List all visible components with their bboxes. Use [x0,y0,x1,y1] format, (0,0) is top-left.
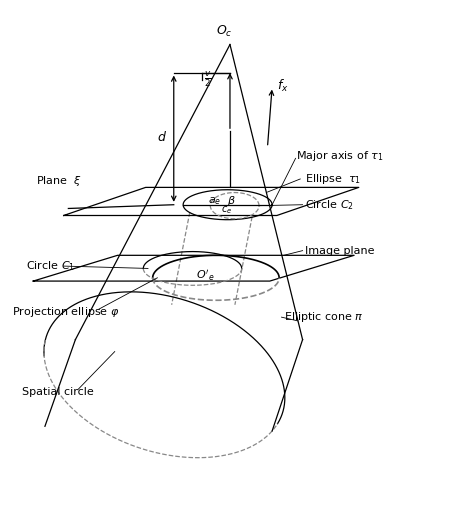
Text: $O_c$: $O_c$ [216,24,232,39]
Text: $O'_e$: $O'_e$ [196,268,214,283]
Text: $f_x$: $f_x$ [277,77,289,94]
Text: $a_e$: $a_e$ [209,195,222,207]
Text: Major axis of $\tau_1$: Major axis of $\tau_1$ [296,149,383,163]
Text: Elliptic cone $\pi$: Elliptic cone $\pi$ [284,310,364,324]
Text: Spatial circle: Spatial circle [21,387,93,397]
Text: $\beta$: $\beta$ [227,194,236,208]
Text: Image plane: Image plane [305,245,374,256]
Text: Circle $C_2$: Circle $C_2$ [305,198,354,212]
Text: Circle $C_1$: Circle $C_1$ [26,259,75,273]
Text: $c_e$: $c_e$ [221,204,232,216]
Text: Plane  $\xi$: Plane $\xi$ [36,174,82,188]
Text: Projection ellipse $\varphi$: Projection ellipse $\varphi$ [12,305,120,319]
Text: Ellipse  $\tau_1$: Ellipse $\tau_1$ [305,172,361,186]
Text: $d$: $d$ [157,131,167,144]
Text: $\frac{v}{2}$: $\frac{v}{2}$ [204,70,212,89]
